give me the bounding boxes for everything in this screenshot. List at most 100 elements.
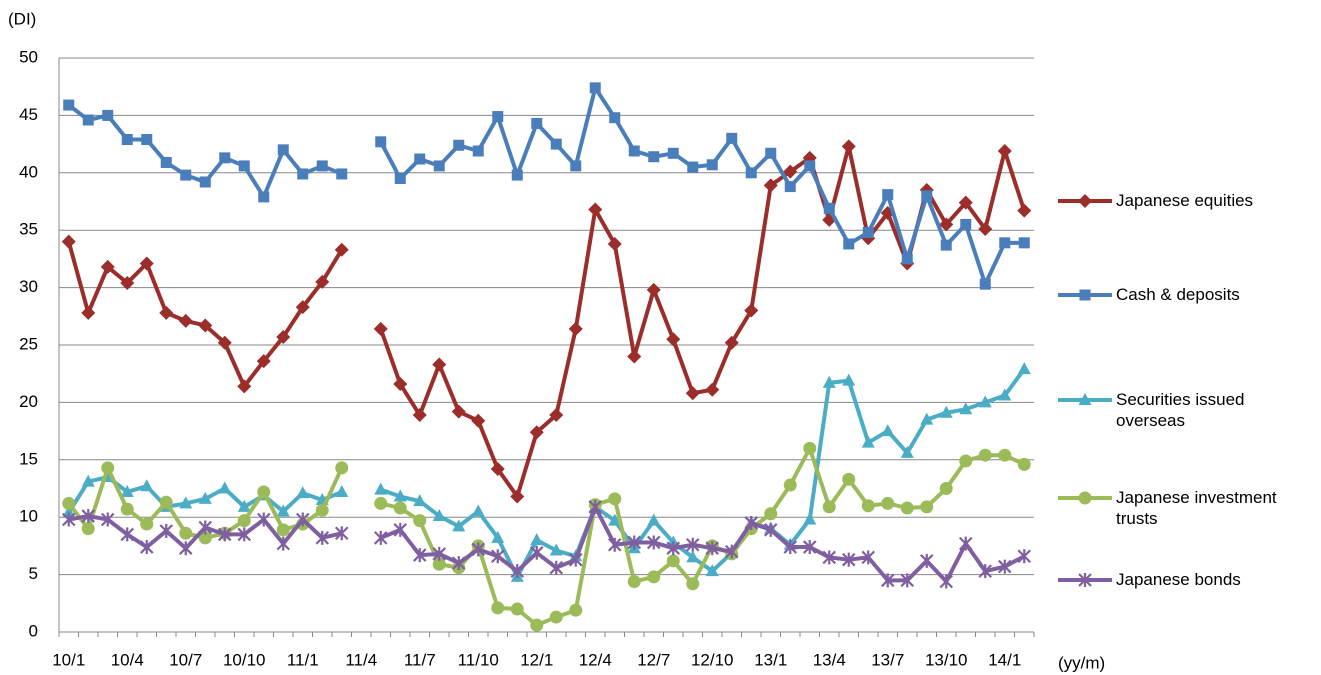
marker bbox=[237, 527, 252, 542]
marker bbox=[139, 256, 154, 271]
marker bbox=[432, 509, 446, 522]
marker bbox=[726, 132, 738, 144]
y-tick-label: 20 bbox=[19, 392, 38, 411]
marker bbox=[81, 474, 95, 487]
marker bbox=[393, 377, 408, 392]
marker bbox=[393, 501, 407, 515]
x-tick-label: 11/7 bbox=[404, 650, 436, 669]
marker bbox=[315, 274, 330, 289]
legend-label: Japanese bonds bbox=[1116, 570, 1241, 589]
series bbox=[62, 441, 1031, 632]
marker bbox=[373, 321, 388, 336]
marker bbox=[101, 461, 115, 475]
marker bbox=[510, 564, 525, 579]
marker bbox=[198, 318, 213, 333]
marker bbox=[1017, 549, 1032, 564]
marker bbox=[549, 408, 564, 423]
marker bbox=[803, 441, 817, 455]
marker bbox=[451, 404, 466, 419]
marker bbox=[413, 494, 427, 507]
marker bbox=[882, 189, 894, 201]
marker bbox=[939, 574, 954, 589]
series bbox=[61, 499, 1032, 589]
marker bbox=[530, 533, 544, 546]
marker bbox=[763, 522, 778, 537]
marker bbox=[276, 523, 290, 537]
marker bbox=[783, 540, 798, 555]
marker bbox=[687, 161, 699, 173]
marker bbox=[569, 603, 583, 617]
marker bbox=[316, 160, 328, 172]
marker bbox=[607, 537, 622, 552]
marker bbox=[218, 481, 232, 494]
y-tick-label: 50 bbox=[19, 47, 38, 66]
marker bbox=[685, 386, 700, 401]
marker bbox=[939, 482, 953, 495]
marker bbox=[414, 153, 426, 165]
series-line bbox=[378, 85, 1025, 287]
y-tick-label: 35 bbox=[19, 220, 38, 239]
y-tick-label: 15 bbox=[19, 449, 38, 468]
marker bbox=[648, 151, 660, 163]
marker bbox=[568, 321, 583, 336]
marker bbox=[685, 537, 700, 552]
marker bbox=[764, 507, 778, 521]
marker bbox=[588, 499, 603, 514]
marker bbox=[939, 217, 954, 232]
marker bbox=[900, 573, 915, 588]
marker bbox=[453, 139, 465, 151]
marker bbox=[861, 435, 875, 448]
marker bbox=[237, 499, 251, 512]
marker bbox=[256, 354, 271, 369]
marker bbox=[159, 523, 174, 538]
marker bbox=[510, 489, 525, 504]
marker bbox=[589, 82, 601, 94]
marker bbox=[862, 226, 874, 238]
marker bbox=[979, 278, 991, 290]
marker bbox=[919, 553, 934, 568]
x-tick-label: 12/7 bbox=[637, 650, 670, 669]
marker bbox=[393, 489, 407, 502]
marker bbox=[199, 176, 211, 188]
marker bbox=[705, 564, 719, 577]
marker bbox=[492, 111, 504, 123]
x-tick-label: 11/4 bbox=[345, 650, 377, 669]
marker bbox=[530, 618, 544, 632]
x-tick-label: 12/10 bbox=[691, 650, 734, 669]
marker bbox=[842, 373, 856, 386]
marker bbox=[412, 408, 427, 423]
marker bbox=[471, 413, 486, 428]
marker bbox=[627, 349, 642, 364]
marker bbox=[198, 520, 213, 535]
legend-label: Japanese equities bbox=[1116, 191, 1254, 210]
series bbox=[61, 139, 1032, 504]
marker bbox=[178, 313, 193, 328]
marker bbox=[61, 512, 76, 527]
marker bbox=[61, 234, 76, 249]
marker bbox=[920, 500, 934, 514]
marker bbox=[607, 236, 622, 251]
marker bbox=[822, 550, 837, 565]
marker bbox=[842, 472, 856, 486]
marker bbox=[841, 552, 856, 567]
marker bbox=[141, 134, 153, 146]
marker bbox=[940, 239, 952, 251]
marker bbox=[120, 484, 134, 497]
marker bbox=[81, 305, 96, 320]
marker bbox=[471, 542, 486, 557]
marker bbox=[861, 550, 876, 565]
y-tick-label: 45 bbox=[19, 105, 38, 124]
marker bbox=[997, 143, 1012, 158]
marker bbox=[62, 505, 76, 518]
marker bbox=[609, 112, 621, 124]
marker bbox=[978, 222, 993, 237]
marker bbox=[549, 543, 563, 556]
marker bbox=[960, 218, 972, 230]
marker bbox=[160, 156, 172, 168]
legend-label: Japanese investment trusts bbox=[1116, 488, 1277, 528]
marker bbox=[588, 202, 603, 217]
marker bbox=[120, 502, 134, 516]
marker bbox=[822, 500, 836, 514]
marker bbox=[217, 527, 232, 542]
x-tick-label: 13/10 bbox=[925, 650, 968, 669]
